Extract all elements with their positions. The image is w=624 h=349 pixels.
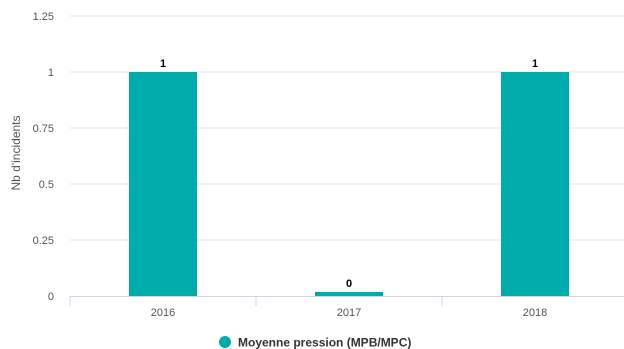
bar-2017[interactable]: [315, 292, 383, 296]
legend-marker: [219, 336, 231, 348]
y-tick-label: 0: [48, 291, 54, 303]
data-label: 1: [160, 58, 166, 70]
legend-label: Moyenne pression (MPB/MPC): [238, 336, 411, 349]
y-tick-label: 0.25: [33, 235, 54, 247]
x-tick-label: 2016: [151, 307, 175, 319]
legend[interactable]: Moyenne pression (MPB/MPC): [219, 336, 411, 349]
y-axis-title: Nb d'incidents: [9, 116, 23, 191]
data-labels: 1 0 1: [160, 58, 538, 290]
bar-2018[interactable]: [501, 72, 569, 296]
y-tick-label: 1.25: [33, 11, 54, 23]
y-tick-label: 1: [48, 67, 54, 79]
y-axis-ticks: 0 0.25 0.5 0.75 1 1.25: [33, 11, 54, 303]
y-tick-label: 0.5: [39, 179, 54, 191]
data-label: 1: [532, 58, 538, 70]
y-tick-label: 0.75: [33, 123, 54, 135]
x-tick-label: 2018: [523, 307, 547, 319]
x-axis: 2016 2017 2018: [69, 296, 624, 319]
bar-2016[interactable]: [129, 72, 197, 296]
x-tick-label: 2017: [337, 307, 361, 319]
data-label: 0: [346, 278, 352, 290]
bars: [129, 72, 569, 296]
